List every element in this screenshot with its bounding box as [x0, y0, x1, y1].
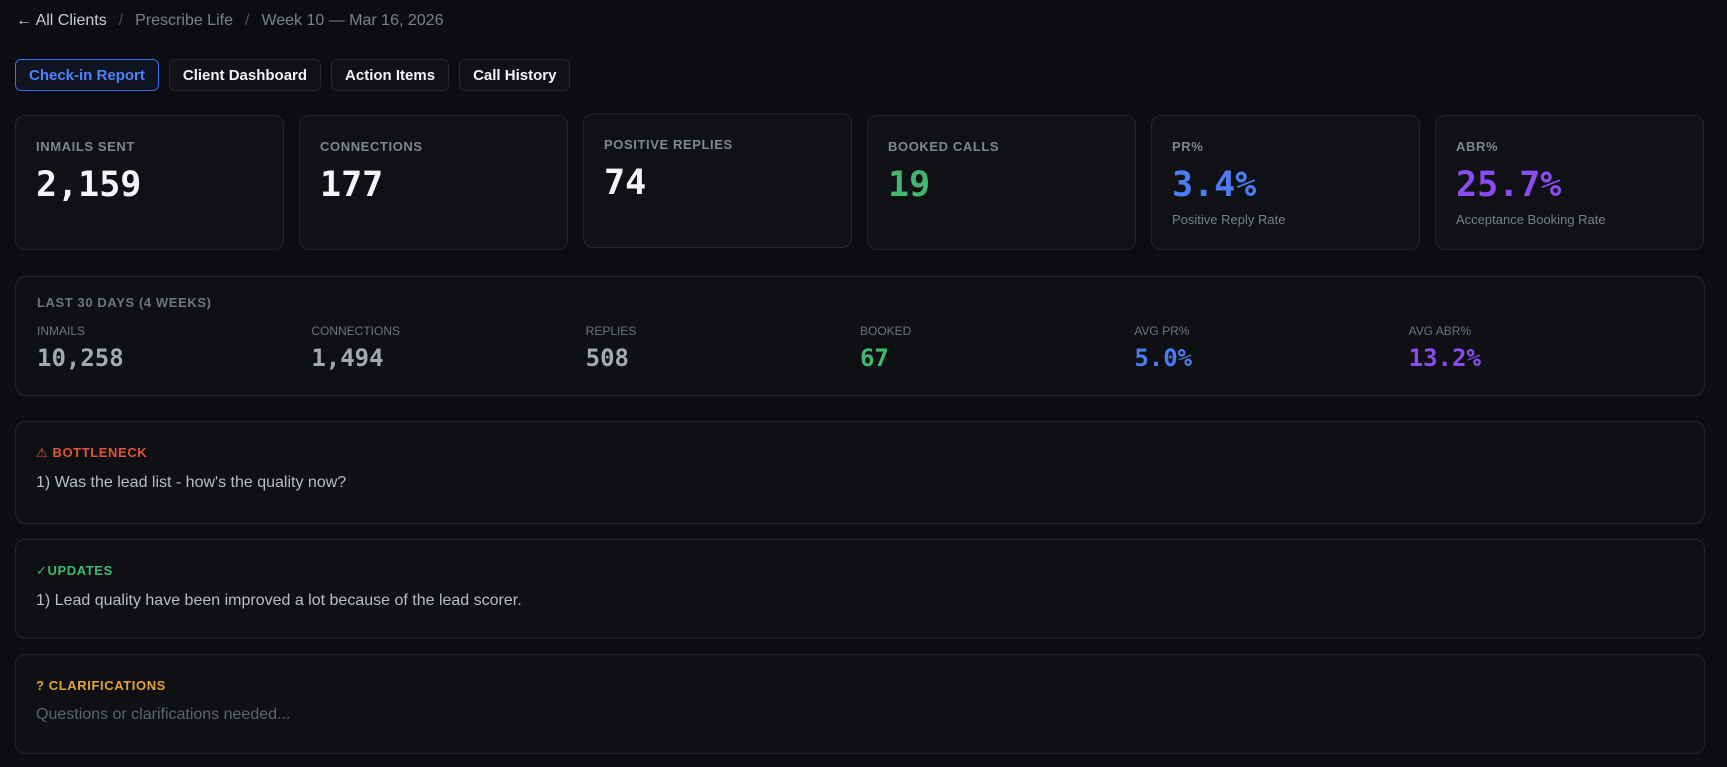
- metric-label: BOOKED CALLS: [888, 139, 1000, 154]
- metric-label: INMAILS SENT: [36, 139, 135, 154]
- metric-label: POSITIVE REPLIES: [604, 137, 733, 152]
- breadcrumb-client[interactable]: Prescribe Life: [135, 12, 233, 29]
- bottleneck-panel[interactable]: ⚠ BOTTLENECK 1) Was the lead list - how'…: [15, 421, 1705, 524]
- summary-stat-replies: REPLIES 508: [586, 324, 860, 372]
- clarifications-panel[interactable]: ? CLARIFICATIONS Questions or clarificat…: [15, 654, 1705, 754]
- metric-card-inmails-sent: INMAILS SENT 2,159: [15, 115, 284, 250]
- tab-action-items[interactable]: Action Items: [331, 59, 450, 91]
- stat-value: 13.2%: [1408, 344, 1481, 372]
- metric-value: 74: [604, 163, 647, 203]
- stat-label: BOOKED: [859, 324, 912, 338]
- stat-value: 5.0%: [1134, 344, 1193, 372]
- tab-call-history[interactable]: Call History: [459, 59, 571, 91]
- breadcrumb-week: Week 10 — Mar 16, 2026: [261, 12, 444, 29]
- stat-value: 10,258: [37, 344, 124, 372]
- tab-client-dashboard[interactable]: Client Dashboard: [168, 59, 322, 91]
- metric-card-positive-replies: POSITIVE REPLIES 74: [583, 113, 852, 248]
- back-to-all-clients-link[interactable]: ← All Clients: [16, 12, 107, 29]
- metric-card-abr: ABR% 25.7% Acceptance Booking Rate: [1435, 115, 1704, 250]
- stat-value: 508: [585, 344, 630, 372]
- summary-stat-avg-pr: AVG PR% 5.0%: [1134, 324, 1408, 372]
- breadcrumb-separator: /: [118, 12, 124, 29]
- updates-text[interactable]: 1) Lead quality have been improved a lot…: [36, 592, 522, 609]
- breadcrumb-separator: /: [244, 12, 250, 29]
- metric-value: 177: [320, 165, 384, 205]
- stat-label: AVG PR%: [1134, 324, 1190, 338]
- summary-stat-inmails: INMAILS 10,258: [37, 324, 311, 372]
- tab-check-in-report[interactable]: Check-in Report: [15, 59, 159, 91]
- breadcrumb: ← All Clients / Prescribe Life / Week 10…: [16, 12, 443, 30]
- metric-value: 2,159: [36, 165, 142, 205]
- summary-stat-avg-abr: AVG ABR% 13.2%: [1409, 324, 1683, 372]
- updates-panel[interactable]: ✓UPDATES 1) Lead quality have been impro…: [15, 539, 1705, 639]
- bottleneck-text[interactable]: 1) Was the lead list - how's the quality…: [36, 474, 347, 491]
- stat-label: CONNECTIONS: [311, 324, 400, 338]
- stat-label: REPLIES: [585, 324, 637, 338]
- updates-heading: ✓UPDATES: [36, 563, 113, 578]
- summary-stats: INMAILS 10,258 CONNECTIONS 1,494 REPLIES…: [37, 324, 1683, 372]
- last-30-days-panel: LAST 30 DAYS (4 WEEKS) INMAILS 10,258 CO…: [15, 276, 1705, 396]
- metric-label: ABR%: [1456, 139, 1499, 154]
- metric-value: 19: [888, 165, 931, 205]
- clarifications-heading: ? CLARIFICATIONS: [36, 678, 166, 693]
- bottleneck-heading: ⚠ BOTTLENECK: [36, 445, 148, 460]
- metric-label: PR%: [1172, 139, 1204, 154]
- metric-card-pr: PR% 3.4% Positive Reply Rate: [1151, 115, 1420, 250]
- metric-subtitle: Positive Reply Rate: [1172, 212, 1286, 227]
- metric-value: 3.4%: [1172, 165, 1257, 205]
- summary-title: LAST 30 DAYS (4 WEEKS): [37, 295, 212, 310]
- metric-value: 25.7%: [1456, 165, 1562, 205]
- stat-label: INMAILS: [37, 324, 86, 338]
- stat-value: 67: [859, 344, 889, 372]
- summary-stat-connections: CONNECTIONS 1,494: [311, 324, 585, 372]
- metric-card-booked-calls: BOOKED CALLS 19: [867, 115, 1136, 250]
- metric-label: CONNECTIONS: [320, 139, 423, 154]
- stat-value: 1,494: [311, 344, 384, 372]
- clarifications-input[interactable]: Questions or clarifications needed...: [36, 706, 291, 723]
- metric-card-connections: CONNECTIONS 177: [299, 115, 568, 250]
- tab-bar: Check-in Report Client Dashboard Action …: [15, 59, 571, 91]
- summary-stat-booked: BOOKED 67: [860, 324, 1134, 372]
- metric-subtitle: Acceptance Booking Rate: [1456, 212, 1606, 227]
- metric-cards: INMAILS SENT 2,159 CONNECTIONS 177 POSIT…: [15, 113, 1704, 250]
- stat-label: AVG ABR%: [1408, 324, 1472, 338]
